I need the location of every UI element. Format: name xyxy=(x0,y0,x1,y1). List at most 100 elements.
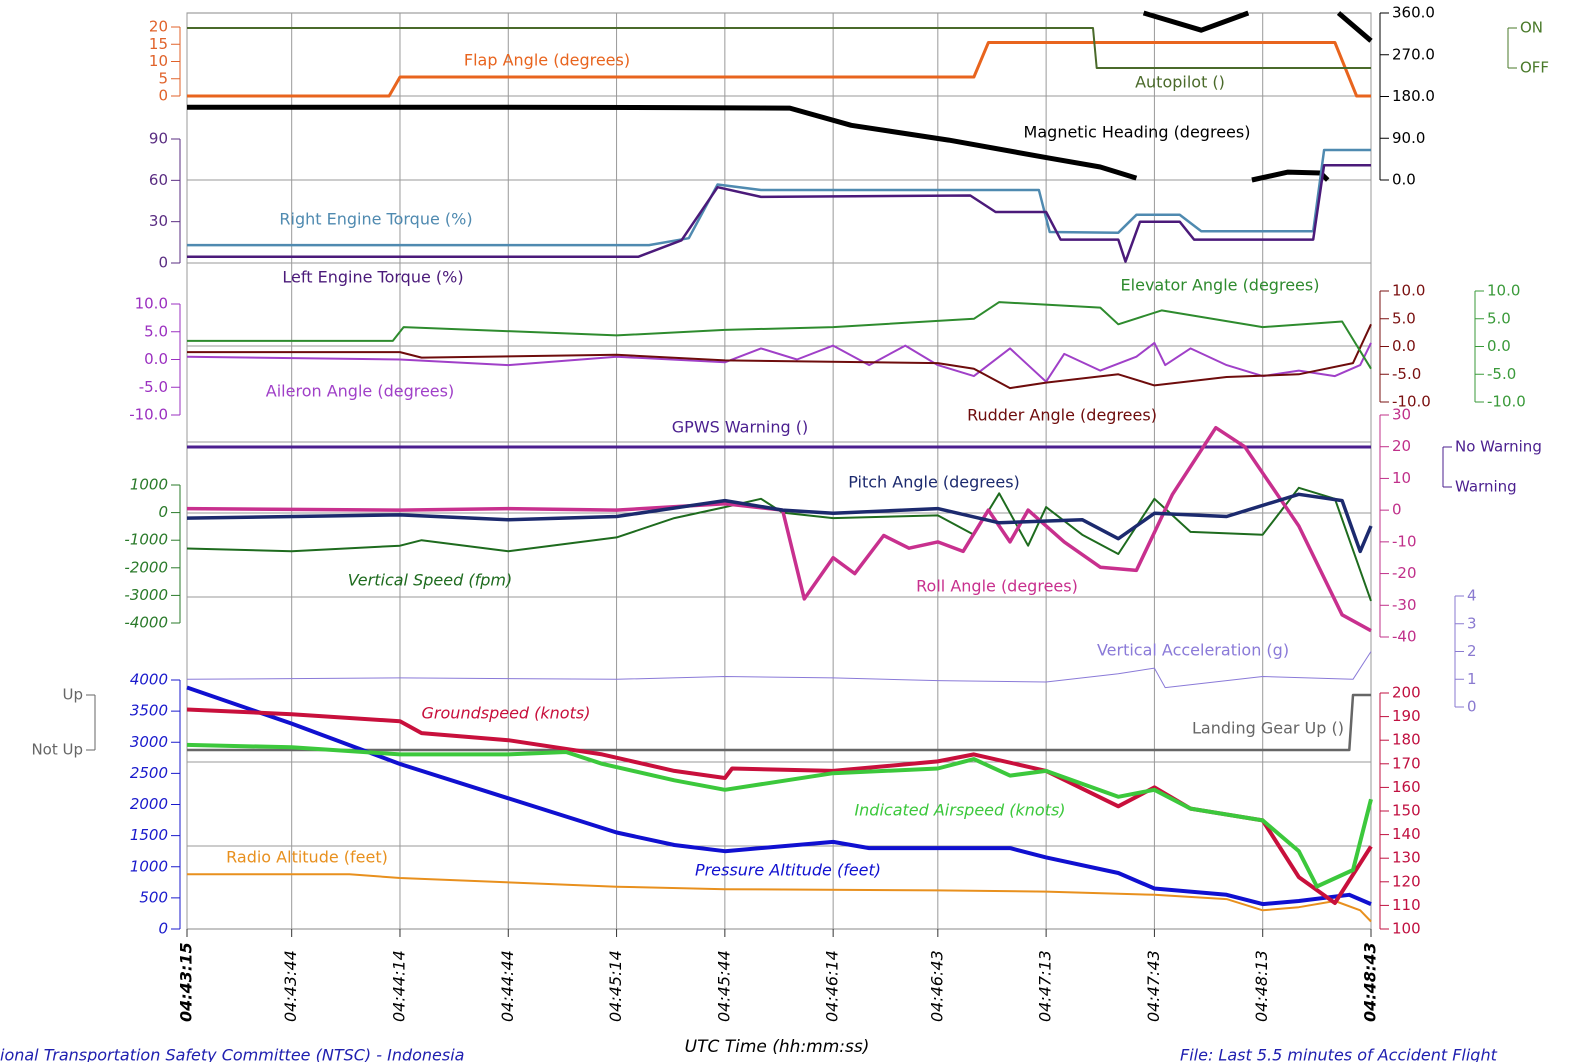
y-tick-label: 5.0 xyxy=(144,322,168,340)
y-tick-label: 150 xyxy=(1392,802,1421,820)
series-line xyxy=(186,651,1372,689)
series-label: Indicated Airspeed (knots) xyxy=(854,801,1065,820)
y-tick-label: 0.0 xyxy=(1487,337,1511,355)
y-tick-label: 0.0 xyxy=(1392,171,1416,189)
y-tick-label: -5.0 xyxy=(139,378,168,396)
series-label: Autopilot () xyxy=(1135,73,1225,92)
series-line xyxy=(187,148,1371,247)
y-tick-label: Not Up xyxy=(31,741,83,759)
series-label: Left Engine Torque (%) xyxy=(282,268,463,287)
y-tick-label: 3000 xyxy=(130,733,168,751)
x-tick-label: 04:46:14 xyxy=(823,950,842,1022)
y-tick-label: 110 xyxy=(1392,896,1421,914)
y-tick-label: 5 xyxy=(158,69,168,87)
y-tick-label: 4 xyxy=(1467,587,1477,605)
series-label: Vertical Acceleration (g) xyxy=(1097,641,1289,660)
series-label: Rudder Angle (degrees) xyxy=(967,406,1157,425)
y-tick-label: 0 xyxy=(1467,698,1477,716)
y-tick-label: 2000 xyxy=(130,795,168,813)
y-tick-label: 1000 xyxy=(130,857,168,875)
y-tick-label: 200 xyxy=(1392,684,1421,702)
y-tick-label: OFF xyxy=(1520,59,1549,77)
y-tick-label: 0 xyxy=(158,503,168,521)
y-tick-label: 20 xyxy=(1392,437,1411,455)
y-tick-label: 160 xyxy=(1392,778,1421,796)
y-tick-label: -4000 xyxy=(124,614,168,632)
series-label: Aileron Angle (degrees) xyxy=(266,382,454,401)
series-label: Pitch Angle (degrees) xyxy=(848,473,1020,492)
y-tick-label: 1000 xyxy=(130,476,168,494)
series-line xyxy=(187,301,1372,370)
y-tick-label: 90.0 xyxy=(1392,129,1425,147)
series-line xyxy=(186,492,1373,554)
y-tick-label: ON xyxy=(1520,19,1543,37)
y-tick-label: -10.0 xyxy=(129,406,168,424)
x-tick-label: 04:47:13 xyxy=(1036,950,1055,1022)
y-tick-label: 270.0 xyxy=(1392,45,1435,63)
y-tick-label: Warning xyxy=(1455,478,1517,496)
y-tick-label: 60 xyxy=(149,171,168,189)
x-tick-label: 04:48:43 xyxy=(1361,942,1380,1022)
y-tick-label: 3 xyxy=(1467,614,1477,632)
y-tick-label: 0 xyxy=(158,87,168,105)
y-tick-label: 190 xyxy=(1392,707,1421,725)
y-tick-label: 180 xyxy=(1392,731,1421,749)
series-line xyxy=(186,685,1372,907)
series-line xyxy=(187,27,1371,69)
y-tick-label: 2 xyxy=(1467,642,1477,660)
series-line xyxy=(187,163,1371,263)
y-tick-label: 120 xyxy=(1392,872,1421,890)
y-tick-label: 140 xyxy=(1392,825,1421,843)
y-tick-label: 0.0 xyxy=(144,350,168,368)
y-tick-label: -1000 xyxy=(124,531,168,549)
series-label: Right Engine Torque (%) xyxy=(279,210,472,229)
y-tick-label: 1 xyxy=(1467,670,1477,688)
y-tick-label: -5.0 xyxy=(1487,365,1516,383)
y-tick-label: 5.0 xyxy=(1392,309,1416,327)
series-line xyxy=(186,486,1372,602)
y-tick-label: 500 xyxy=(139,888,168,906)
series-line xyxy=(187,10,1373,183)
y-tick-label: 10 xyxy=(1392,469,1411,487)
y-tick-label: -30 xyxy=(1392,596,1417,614)
series-label: Flap Angle (degrees) xyxy=(464,51,630,70)
x-tick-label: 04:43:44 xyxy=(281,950,300,1022)
y-tick-label: -5.0 xyxy=(1392,365,1421,383)
y-tick-label: 20 xyxy=(149,18,168,36)
y-tick-label: -20 xyxy=(1392,564,1417,582)
x-tick-label: 04:45:14 xyxy=(606,950,625,1022)
y-tick-label: 170 xyxy=(1392,754,1421,772)
x-tick-label: 04:45:44 xyxy=(714,950,733,1022)
y-tick-label: -40 xyxy=(1392,628,1417,646)
y-tick-label: -10.0 xyxy=(1392,393,1431,411)
y-tick-label: -3000 xyxy=(124,586,168,604)
footer-left: ional Transportation Safety Committee (N… xyxy=(0,1046,464,1062)
y-tick-label: 130 xyxy=(1392,849,1421,867)
x-tick-label: 04:46:43 xyxy=(927,950,946,1022)
y-tick-label: 15 xyxy=(149,35,168,53)
x-tick-label: 04:44:44 xyxy=(498,950,517,1022)
series-label: Magnetic Heading (degrees) xyxy=(1024,123,1251,142)
series-label: Groundspeed (knots) xyxy=(422,704,591,723)
y-tick-label: -10 xyxy=(1392,532,1417,550)
y-tick-label: 0.0 xyxy=(1392,337,1416,355)
x-axis-title: UTC Time (hh:mm:ss) xyxy=(685,1037,870,1057)
y-tick-label: 0 xyxy=(158,920,168,938)
y-tick-label: 0 xyxy=(158,254,168,272)
y-tick-label: 3500 xyxy=(130,702,168,720)
y-tick-label: 360.0 xyxy=(1392,4,1435,22)
series-label: Landing Gear Up () xyxy=(1192,719,1344,738)
y-tick-label: 30 xyxy=(1392,406,1411,424)
y-tick-label: 10.0 xyxy=(1487,282,1520,300)
y-tick-label: 0 xyxy=(1392,501,1402,519)
x-tick-label: 04:43:15 xyxy=(177,942,196,1022)
series-label: Pressure Altitude (feet) xyxy=(695,861,881,880)
series-line xyxy=(187,41,1371,98)
y-tick-label: -2000 xyxy=(124,558,168,576)
y-tick-label: 10 xyxy=(149,52,168,70)
y-tick-label: 180.0 xyxy=(1392,87,1435,105)
x-tick-label: 04:44:14 xyxy=(389,950,408,1022)
y-tick-label: -10.0 xyxy=(1487,393,1526,411)
